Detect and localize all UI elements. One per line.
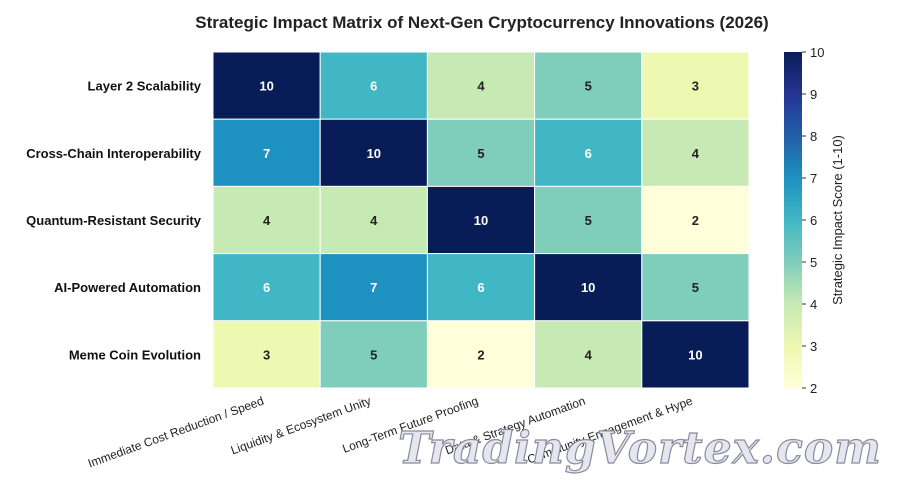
cell-value-label: 6 xyxy=(263,280,270,295)
heatmap-cell xyxy=(212,320,321,389)
cell-value-label: 4 xyxy=(585,347,593,362)
cell-value-label: 3 xyxy=(263,347,270,362)
cell-value-label: 10 xyxy=(474,213,488,228)
colorbar: 2 3 4 5 6 7 8 9 10 Strategic Impact Score (1-10) xyxy=(784,45,845,396)
column-label: Immediate Cost Reduction / Speed xyxy=(86,394,266,471)
row-label: Quantum-Resistant Security xyxy=(26,213,202,228)
heatmap-cell xyxy=(534,51,643,120)
colorbar-tick-label: 4 xyxy=(810,297,817,312)
cell-value-label: 4 xyxy=(477,79,485,94)
heatmap-cell xyxy=(534,253,643,322)
cell-value-label: 6 xyxy=(370,79,377,94)
cell-value-label: 7 xyxy=(263,146,270,161)
cell-value-label: 6 xyxy=(477,280,484,295)
cell-value-label: 4 xyxy=(692,146,700,161)
chart-title: Strategic Impact Matrix of Next-Gen Cryp… xyxy=(195,13,768,32)
cell-value-label: 4 xyxy=(370,213,378,228)
colorbar-tick-label: 6 xyxy=(810,213,817,228)
cell-value-label: 6 xyxy=(585,146,592,161)
colorbar-tick-label: 3 xyxy=(810,339,817,354)
heatmap-cell xyxy=(641,185,750,255)
heatmap-cell xyxy=(426,185,536,255)
row-label: AI-Powered Automation xyxy=(54,280,201,295)
heatmap-cell xyxy=(641,118,750,187)
heatmap-cell xyxy=(426,51,536,120)
heatmap-cell xyxy=(426,253,536,322)
colorbar-gradient xyxy=(784,52,802,388)
row-label: Cross-Chain Interoperability xyxy=(26,146,202,161)
cell-value-label: 3 xyxy=(692,79,699,94)
colorbar-tick-label: 10 xyxy=(810,45,824,60)
heatmap-cell xyxy=(641,253,750,322)
row-label: Meme Coin Evolution xyxy=(69,347,201,362)
colorbar-tick-label: 5 xyxy=(810,255,817,270)
cell-value-label: 7 xyxy=(370,280,377,295)
heatmap-cell xyxy=(426,118,536,187)
row-label: Layer 2 Scalability xyxy=(88,79,202,94)
colorbar-tick-label: 8 xyxy=(810,129,817,144)
heatmap-cell xyxy=(212,51,321,120)
cell-value-label: 5 xyxy=(692,280,699,295)
cell-value-label: 5 xyxy=(370,347,377,362)
heatmap-cell xyxy=(534,185,643,255)
heatmap-cell xyxy=(319,320,428,389)
heatmap-cell xyxy=(319,185,428,255)
heatmap-cell xyxy=(641,320,750,389)
watermark-logo: TradingVortex.com xyxy=(398,423,882,474)
row-labels: Layer 2 Scalability Cross-Chain Interoper… xyxy=(26,79,202,363)
colorbar-tick-label: 9 xyxy=(810,87,817,102)
cell-value-label: 4 xyxy=(263,213,271,228)
heatmap-cell xyxy=(319,51,428,120)
cell-value-label: 10 xyxy=(581,280,595,295)
heatmap-cell xyxy=(641,51,750,120)
heatmap-cell xyxy=(212,118,321,187)
heatmap-cell xyxy=(426,320,536,389)
cell-value-label: 5 xyxy=(477,146,484,161)
cell-value-label: 10 xyxy=(259,79,273,94)
colorbar-tick-label: 7 xyxy=(810,171,817,186)
colorbar-label: Strategic Impact Score (1-10) xyxy=(830,135,845,305)
heatmap-cell xyxy=(212,253,321,322)
colorbar-tick-label: 2 xyxy=(810,381,817,396)
cell-value-label: 2 xyxy=(477,347,484,362)
cell-value-label: 10 xyxy=(688,347,702,362)
heatmap-cell xyxy=(319,253,428,322)
heatmap-grid: 10 6 4 5 3 7 10 5 6 4 4 4 10 5 2 6 7 6 10 5 3 5 2 4 10 xyxy=(212,51,750,389)
cell-value-label: 5 xyxy=(585,79,592,94)
cell-value-label: 2 xyxy=(692,213,699,228)
cell-value-label: 10 xyxy=(367,146,381,161)
cell-value-label: 5 xyxy=(585,213,592,228)
